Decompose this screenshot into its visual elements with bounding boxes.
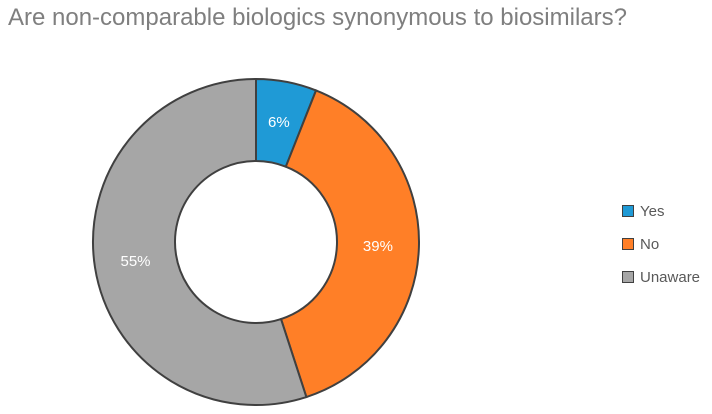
legend-item-unaware[interactable]: Unaware — [622, 266, 700, 288]
legend-item-yes[interactable]: Yes — [622, 200, 700, 222]
chart-title: Are non-comparable biologics synonymous … — [8, 4, 627, 31]
slice-label-unaware: 55% — [120, 253, 150, 270]
legend-label-unaware: Unaware — [640, 268, 701, 286]
legend-swatch-yes — [622, 205, 634, 217]
legend: Yes No Unaware — [622, 200, 700, 299]
slice-label-no: 39% — [363, 238, 393, 255]
legend-item-no[interactable]: No — [622, 233, 700, 255]
legend-label-no: No — [640, 235, 660, 253]
slice-unaware[interactable] — [92, 77, 308, 406]
legend-swatch-no — [622, 238, 634, 250]
slice-label-yes: 6% — [268, 114, 290, 131]
slice-no[interactable] — [279, 89, 420, 399]
legend-swatch-unaware — [622, 271, 634, 283]
legend-label-yes: Yes — [640, 202, 665, 220]
